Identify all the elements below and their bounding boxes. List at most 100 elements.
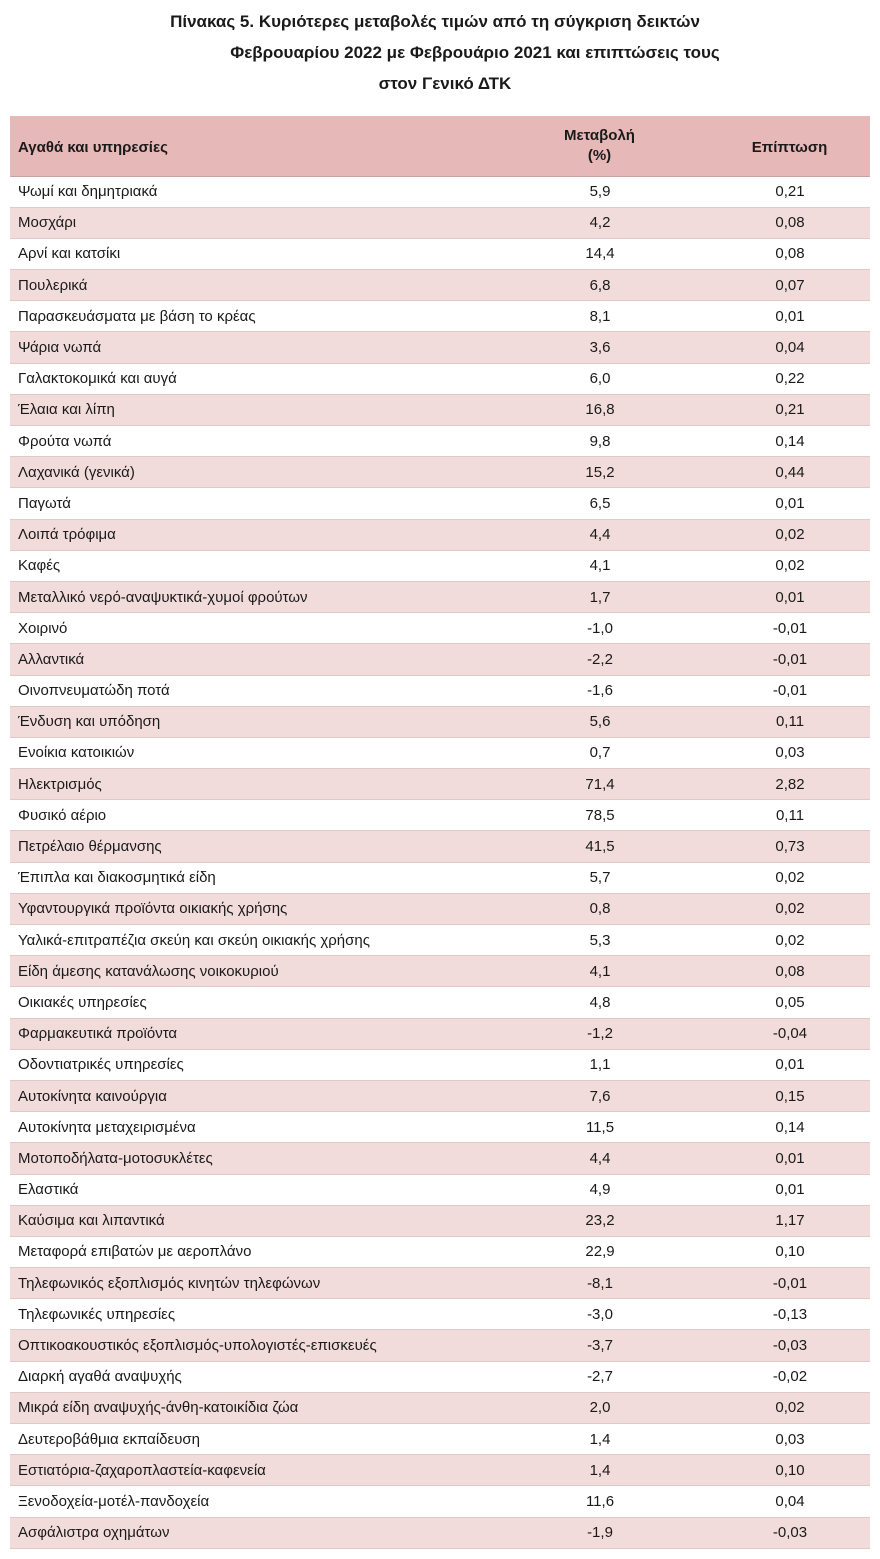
- table-row: Τηλεφωνικές υπηρεσίες -3,0 -0,13: [10, 1299, 870, 1330]
- table-row: Οινοπνευματώδη ποτά -1,6 -0,01: [10, 675, 870, 707]
- table-row: Έπιπλα και διακοσμητικά είδη 5,7 0,02: [10, 862, 870, 894]
- row-item-cell: Ηλεκτρισμός: [18, 775, 102, 793]
- row-effect-cell: 0,08: [775, 214, 805, 232]
- table-row: Καύσιμα και λιπαντικά 23,2 1,17: [10, 1205, 870, 1237]
- row-item-cell: Παρασκευάσματα με βάση το κρέας: [18, 307, 256, 325]
- row-change-cell: -1,6: [587, 682, 613, 700]
- row-effect-cell: 0,73: [775, 838, 805, 856]
- table-row: Πετρέλαιο θέρμανσης 41,5 0,73: [10, 830, 870, 863]
- row-item-cell: Ελαστικά: [18, 1181, 79, 1199]
- table-row: Ενοίκια κατοικιών 0,7 0,03: [10, 737, 870, 769]
- row-item-cell: Έλαια και λίπη: [18, 401, 115, 419]
- row-item-cell: Μοτοποδήλατα-μοτοσυκλέτες: [18, 1149, 213, 1167]
- row-change-cell: 4,2: [589, 214, 611, 232]
- row-item-cell: Λοιπά τρόφιμα: [18, 526, 116, 544]
- row-item-cell: Φυσικό αέριο: [18, 806, 107, 824]
- row-change-cell: 5,6: [589, 713, 611, 731]
- table-row: Χοιρινό -1,0 -0,01: [10, 613, 870, 644]
- row-change-cell: 16,8: [585, 401, 615, 419]
- row-effect-cell: 0,21: [775, 401, 805, 419]
- row-item-cell: Φαρμακευτικά προϊόντα: [18, 1025, 178, 1043]
- row-effect-cell: 0,01: [775, 1181, 805, 1199]
- table-row: Έλαια και λίπη 16,8 0,21: [10, 394, 870, 426]
- row-item-cell: Μικρά είδη αναψυχής-άνθη-κατοικίδια ζώα: [18, 1399, 299, 1417]
- header-change-line-2: (%): [587, 146, 612, 164]
- row-effect-cell: 0,22: [775, 370, 805, 388]
- row-change-cell: 6,5: [589, 494, 611, 512]
- row-item-cell: Πουλερικά: [18, 276, 88, 294]
- title-line-2: Φεβρουαρίου 2022 με Φεβρουάριο 2021 και …: [230, 43, 720, 62]
- row-item-cell: Γαλακτοκομικά και αυγά: [18, 370, 177, 388]
- table-row: Ηλεκτρισμός 71,4 2,82: [10, 768, 870, 800]
- row-item-cell: Τηλεφωνικές υπηρεσίες: [18, 1305, 176, 1323]
- row-change-cell: -1,2: [587, 1025, 613, 1043]
- row-change-cell: 6,0: [589, 370, 611, 388]
- row-change-cell: 2,0: [589, 1399, 611, 1417]
- row-effect-cell: 0,02: [775, 1399, 805, 1417]
- row-effect-cell: 0,08: [775, 962, 805, 980]
- row-change-cell: -8,1: [587, 1274, 613, 1292]
- table-row: Δευτεροβάθμια εκπαίδευση 1,4 0,03: [10, 1424, 870, 1455]
- table-row: Ένδυση και υπόδηση 5,6 0,11: [10, 706, 870, 738]
- row-item-cell: Ενοίκια κατοικιών: [18, 744, 135, 762]
- table-row: Μοτοποδήλατα-μοτοσυκλέτες 4,4 0,01: [10, 1142, 870, 1174]
- row-change-cell: 1,4: [589, 1430, 611, 1448]
- row-change-cell: 71,4: [585, 775, 615, 793]
- row-item-cell: Ασφάλιστρα οχημάτων: [18, 1524, 170, 1542]
- row-effect-cell: 0,44: [775, 463, 805, 481]
- table-row: Ψάρια νωπά 3,6 0,04: [10, 331, 870, 364]
- row-change-cell: 1,1: [589, 1056, 611, 1074]
- row-effect-cell: 0,02: [775, 526, 805, 544]
- row-effect-cell: 0,03: [775, 744, 805, 762]
- row-effect-cell: 0,14: [775, 432, 805, 450]
- row-item-cell: Πετρέλαιο θέρμανσης: [18, 838, 162, 856]
- table-row: Φαρμακευτικά προϊόντα -1,2 -0,04: [10, 1018, 870, 1050]
- row-change-cell: -3,0: [587, 1305, 613, 1323]
- row-effect-cell: 0,04: [775, 1492, 805, 1510]
- row-item-cell: Λαχανικά (γενικά): [18, 463, 135, 481]
- row-effect-cell: 0,01: [775, 307, 805, 325]
- table-row: Τηλεφωνικός εξοπλισμός κινητών τηλεφώνων…: [10, 1267, 870, 1299]
- row-effect-cell: 0,07: [775, 276, 805, 294]
- row-effect-cell: 0,04: [775, 339, 805, 357]
- table-row: Παγωτά 6,5 0,01: [10, 488, 870, 520]
- row-effect-cell: 0,10: [775, 1461, 805, 1479]
- row-effect-cell: 0,21: [775, 183, 805, 201]
- table-row: Πουλερικά 6,8 0,07: [10, 269, 870, 301]
- table-body: Ψωμί και δημητριακά 5,9 0,21 Μοσχάρι 4,2 0,08…: [10, 176, 870, 1549]
- row-item-cell: Φρούτα νωπά: [18, 432, 112, 450]
- row-change-cell: 5,9: [589, 183, 611, 201]
- row-change-cell: 9,8: [589, 432, 611, 450]
- row-change-cell: 5,3: [589, 931, 611, 949]
- row-item-cell: Οινοπνευματώδη ποτά: [18, 682, 170, 700]
- table-row: Αυτοκίνητα καινούργια 7,6 0,15: [10, 1080, 870, 1112]
- row-item-cell: Έπιπλα και διακοσμητικά είδη: [18, 869, 216, 887]
- row-effect-cell: -0,02: [772, 1368, 808, 1386]
- row-change-cell: 0,8: [589, 900, 611, 918]
- row-effect-cell: 0,11: [775, 713, 805, 731]
- table-row: Εστιατόρια-ζαχαροπλαστεία-καφενεία 1,4 0,1…: [10, 1454, 870, 1486]
- table-row: Παρασκευάσματα με βάση το κρέας 8,1 0,01: [10, 301, 870, 332]
- row-item-cell: Τηλεφωνικός εξοπλισμός κινητών τηλεφώνων: [18, 1274, 321, 1292]
- row-effect-cell: 1,17: [775, 1212, 805, 1230]
- table-row: Οικιακές υπηρεσίες 4,8 0,05: [10, 987, 870, 1019]
- row-effect-cell: -0,01: [772, 650, 808, 668]
- row-effect-cell: 0,02: [775, 869, 805, 887]
- table-row: Λαχανικά (γενικά) 15,2 0,44: [10, 456, 870, 488]
- row-change-cell: 11,5: [585, 1118, 615, 1136]
- row-item-cell: Καφές: [18, 557, 61, 575]
- table-row: Μοσχάρι 4,2 0,08: [10, 207, 870, 239]
- table-row: Υαλικά-επιτραπέζια σκεύη και σκεύη οικια…: [10, 925, 870, 956]
- table-row: Μικρά είδη αναψυχής-άνθη-κατοικίδια ζώα 2…: [10, 1392, 870, 1424]
- header-item: Αγαθά και υπηρεσίες: [10, 116, 470, 177]
- row-item-cell: Δευτεροβάθμια εκπαίδευση: [18, 1430, 201, 1448]
- row-change-cell: 4,4: [589, 1149, 611, 1167]
- table-row: Μεταφορά επιβατών με αεροπλάνο 22,9 0,10: [10, 1236, 870, 1268]
- row-item-cell: Αλλαντικά: [18, 650, 85, 668]
- header-row: Αγαθά και υπηρεσίες Μεταβολή (%) Επίπτωσ…: [10, 116, 870, 177]
- row-item-cell: Αυτοκίνητα καινούργια: [18, 1087, 167, 1105]
- table-row: Φυσικό αέριο 78,5 0,11: [10, 800, 870, 831]
- table-row: Αυτοκίνητα μεταχειρισμένα 11,5 0,14: [10, 1112, 870, 1143]
- row-item-cell: Ξενοδοχεία-μοτέλ-πανδοχεία: [18, 1492, 210, 1510]
- header-effect: Επίπτωση: [670, 116, 870, 177]
